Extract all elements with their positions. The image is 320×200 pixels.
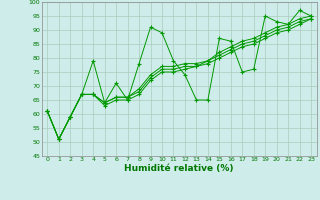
- X-axis label: Humidité relative (%): Humidité relative (%): [124, 164, 234, 173]
